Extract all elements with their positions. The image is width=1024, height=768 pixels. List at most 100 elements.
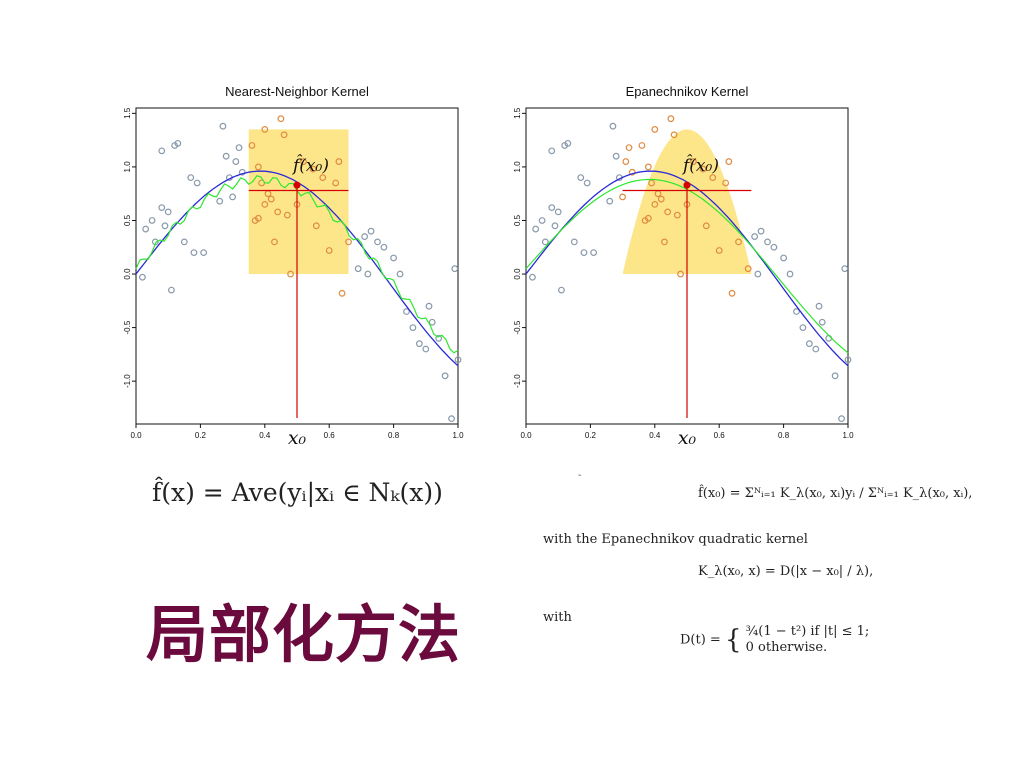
data-point	[164, 208, 172, 216]
x-tick-label: 0.0	[130, 431, 142, 440]
data-point	[590, 249, 598, 257]
data-point	[628, 168, 636, 176]
data-point	[580, 249, 588, 257]
data-point	[657, 195, 665, 203]
data-point	[728, 289, 736, 297]
data-point	[812, 345, 820, 353]
data-point	[799, 324, 807, 331]
data-point	[699, 165, 707, 173]
data-point	[219, 122, 227, 130]
data-point	[390, 254, 398, 262]
data-point	[538, 217, 546, 224]
fhat-point	[293, 181, 301, 189]
data-point	[651, 201, 659, 208]
chart-title: Epanechnikov Kernel	[626, 84, 749, 99]
data-point	[142, 225, 150, 233]
x0-label: x₀	[678, 427, 697, 449]
data-point	[200, 249, 208, 257]
data-point	[148, 217, 156, 224]
data-point	[648, 179, 655, 187]
data-point	[422, 345, 430, 353]
y-tick-label: 0.0	[513, 268, 522, 280]
data-point	[300, 158, 307, 165]
with-text: with	[543, 610, 572, 625]
x0-label: x₀	[288, 427, 307, 449]
y-tick-label: 1.5	[123, 107, 132, 119]
data-point	[815, 302, 823, 310]
slide-heading: 局部化方法	[146, 598, 462, 671]
data-point	[396, 270, 404, 278]
data-point	[158, 147, 166, 155]
data-point	[558, 286, 565, 294]
plot-frame	[525, 107, 849, 425]
data-point	[277, 115, 285, 123]
data-point	[638, 142, 646, 149]
data-point	[180, 238, 188, 246]
y-tick-label: 0.0	[123, 268, 132, 280]
data-point	[529, 273, 536, 281]
data-point	[254, 163, 262, 171]
data-point	[667, 115, 675, 123]
data-point	[606, 197, 614, 205]
data-point	[319, 174, 327, 182]
y-tick-label: 0.5	[513, 214, 522, 226]
data-point	[651, 126, 659, 133]
data-point	[309, 165, 317, 173]
y-tick-label: -0.5	[513, 320, 522, 334]
data-point	[751, 233, 759, 240]
data-point	[831, 372, 839, 380]
d-lhs: D(t) =	[680, 632, 721, 648]
data-point	[735, 238, 742, 246]
data-point	[174, 139, 182, 147]
data-point	[454, 356, 462, 364]
data-point	[274, 208, 282, 216]
y-tick-label: 1.5	[513, 107, 522, 119]
data-point	[805, 340, 813, 348]
data-point	[190, 249, 198, 257]
x-tick-label: 0.6	[324, 431, 336, 440]
data-point	[838, 415, 845, 423]
data-point	[261, 201, 269, 208]
x-tick-label: 0.6	[714, 431, 726, 440]
data-point	[267, 195, 275, 203]
data-point	[622, 158, 630, 165]
data-point	[532, 225, 540, 233]
data-point	[280, 131, 288, 139]
data-point	[818, 318, 826, 326]
d-cases: ¾(1 − t²) if |t| ≤ 1; 0 otherwise.	[746, 624, 870, 656]
data-point	[780, 254, 788, 262]
data-point	[619, 193, 626, 201]
data-point	[664, 208, 672, 216]
data-point	[612, 152, 620, 160]
data-point	[354, 265, 362, 273]
y-tick-label: 1.0	[123, 161, 132, 173]
data-point	[757, 227, 765, 235]
data-point	[661, 238, 668, 246]
data-point	[554, 208, 562, 216]
data-point	[222, 152, 230, 160]
x-tick-label: 1.0	[842, 431, 854, 440]
data-point	[570, 238, 578, 246]
data-point	[271, 238, 278, 246]
brace-glyph: {	[724, 625, 742, 655]
data-point	[261, 126, 269, 133]
data-point	[722, 179, 730, 187]
fhat-label: f̂(x₀)	[291, 155, 329, 176]
data-point	[435, 334, 443, 342]
x-tick-label: 0.4	[649, 431, 661, 440]
y-tick-label: 0.5	[123, 214, 132, 226]
d-case-2: 0 otherwise.	[745, 640, 828, 655]
data-point	[764, 238, 771, 246]
nw-equation: f̂(x₀) = Σᴺᵢ₌₁ K_λ(x₀, xᵢ)yᵢ / Σᴺᵢ₌₁ K_λ…	[698, 486, 973, 501]
x-tick-label: 0.0	[520, 431, 532, 440]
data-point	[403, 308, 410, 315]
y-tick-label: 1.0	[513, 161, 522, 173]
data-point	[841, 265, 849, 273]
data-point	[361, 233, 369, 240]
data-point	[670, 131, 678, 139]
data-point	[238, 168, 246, 176]
data-point	[374, 238, 381, 246]
data-point	[548, 204, 556, 212]
data-point	[139, 273, 146, 281]
data-point	[609, 122, 617, 130]
